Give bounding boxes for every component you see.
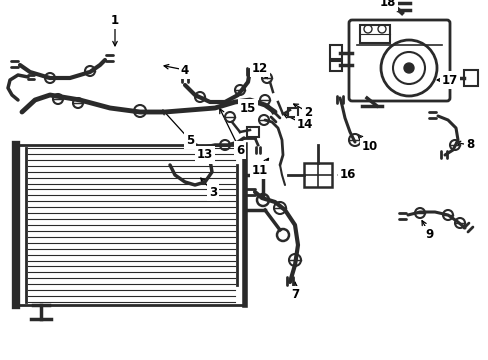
Bar [329, 45, 341, 59]
Text: 11: 11 [251, 163, 267, 176]
Bar [304, 163, 331, 187]
Text: 15: 15 [239, 102, 256, 114]
Text: 1: 1 [111, 13, 119, 27]
Bar [463, 70, 477, 86]
Text: 5: 5 [185, 134, 194, 147]
Bar [287, 108, 297, 117]
Bar [359, 25, 389, 43]
Text: 13: 13 [197, 148, 213, 162]
Text: 3: 3 [208, 185, 217, 198]
Text: 18: 18 [379, 0, 395, 9]
Text: 14: 14 [296, 118, 312, 131]
Text: 16: 16 [339, 168, 355, 181]
Text: 6: 6 [235, 144, 244, 157]
Circle shape [403, 63, 413, 73]
Text: 9: 9 [425, 229, 433, 242]
Text: 4: 4 [181, 63, 189, 77]
Text: 8: 8 [465, 139, 473, 152]
Text: 7: 7 [290, 288, 299, 302]
Text: 17: 17 [441, 73, 457, 86]
Text: 2: 2 [304, 105, 311, 118]
Text: 10: 10 [361, 140, 377, 153]
Text: 12: 12 [251, 62, 267, 75]
Bar [329, 61, 341, 71]
Bar [246, 127, 259, 137]
